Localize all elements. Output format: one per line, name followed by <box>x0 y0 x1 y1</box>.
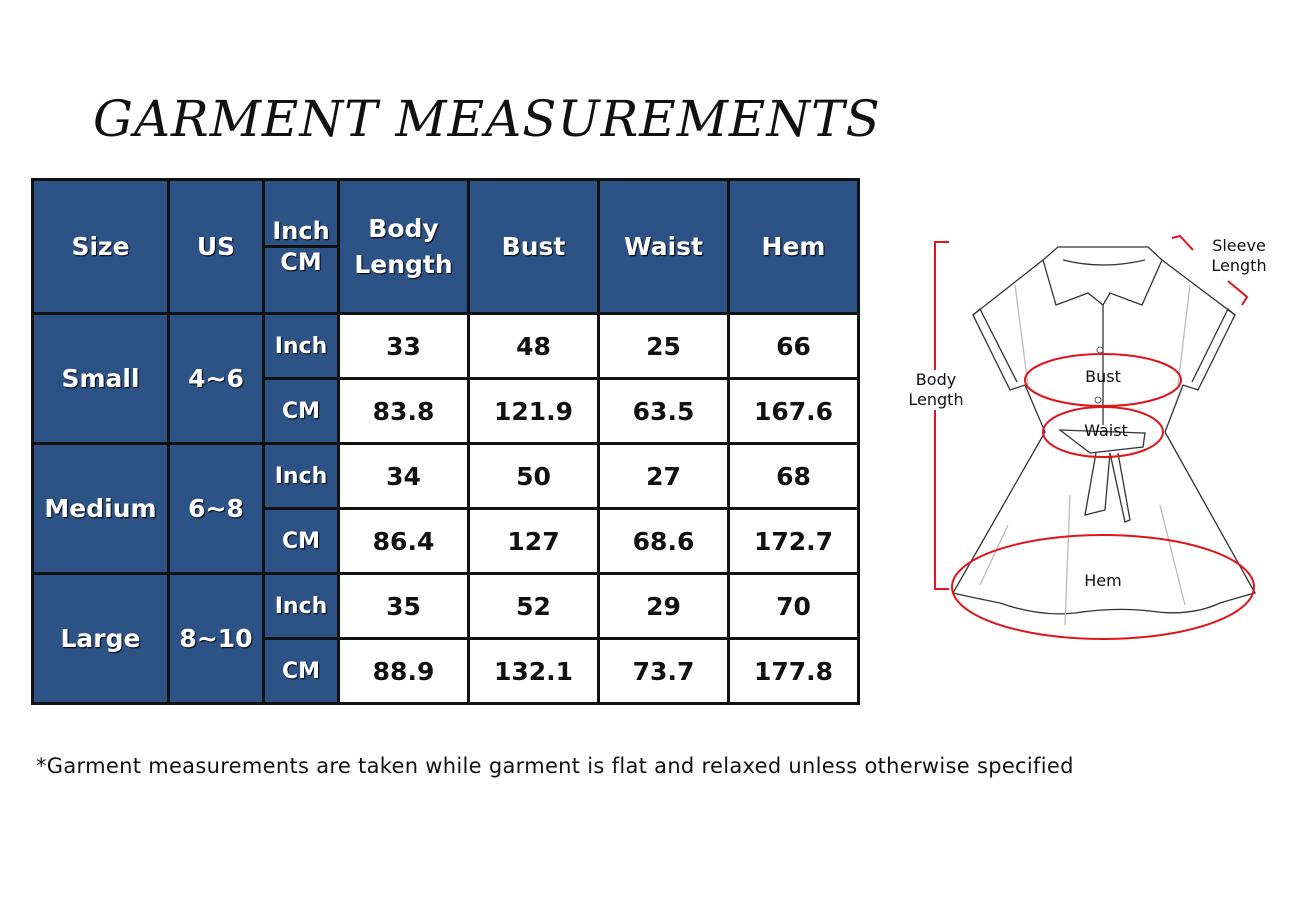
sleeve-bracket-top <box>1171 234 1194 251</box>
header-unit-inch: Inch <box>265 181 337 248</box>
header-hem: Hem <box>727 178 860 315</box>
sleeve-length-label: Sleeve Length <box>1211 236 1267 275</box>
waist-ellipse <box>1042 406 1164 458</box>
body-length-cell: 34 <box>337 442 470 510</box>
bust-cell: 48 <box>467 312 600 380</box>
unit-cell: Inch <box>262 312 340 380</box>
body-length-cell: 83.8 <box>337 377 470 445</box>
size-cell: Large <box>31 572 170 705</box>
us-cell: 4~6 <box>167 312 265 445</box>
unit-cell: CM <box>262 377 340 445</box>
waist-cell: 63.5 <box>597 377 730 445</box>
bust-cell: 127 <box>467 507 600 575</box>
unit-cell: CM <box>262 637 340 705</box>
waist-cell: 29 <box>597 572 730 640</box>
size-table: Size US Inch CM Body Length Bust Waist He… <box>31 178 860 705</box>
hem-ellipse <box>951 534 1255 640</box>
body-length-cell: 86.4 <box>337 507 470 575</box>
bust-cell: 121.9 <box>467 377 600 445</box>
table-row: CM 83.8 121.9 63.5 167.6 <box>33 377 860 445</box>
header-bust: Bust <box>467 178 600 315</box>
hem-cell: 70 <box>727 572 860 640</box>
us-cell: 6~8 <box>167 442 265 575</box>
us-cell: 8~10 <box>167 572 265 705</box>
table-row: Small 4~6 Inch 33 48 25 66 <box>31 312 860 445</box>
bust-cell: 50 <box>467 442 600 510</box>
unit-cell: Inch <box>262 442 340 510</box>
button-icon <box>1094 396 1102 404</box>
bust-label: Bust <box>1085 367 1121 386</box>
hem-label: Hem <box>1084 571 1122 590</box>
table-row: CM 86.4 127 68.6 172.7 <box>33 507 860 575</box>
header-waist: Waist <box>597 178 730 315</box>
unit-cell: Inch <box>262 572 340 640</box>
table-row: Medium 6~8 Inch 34 50 27 68 <box>31 442 860 575</box>
dress-diagram: Sleeve Length Body Length Bust Waist Hem <box>900 225 1280 655</box>
header-us: US <box>167 178 265 315</box>
header-size: Size <box>31 178 170 315</box>
body-length-label: Body Length <box>902 370 970 410</box>
sleeve-bracket-bottom <box>1227 280 1249 306</box>
body-length-cell: 88.9 <box>337 637 470 705</box>
hem-cell: 177.8 <box>727 637 860 705</box>
hem-cell: 172.7 <box>727 507 860 575</box>
button-icon <box>1096 346 1104 354</box>
body-length-cell: 35 <box>337 572 470 640</box>
waist-cell: 68.6 <box>597 507 730 575</box>
header-row: Size US Inch CM Body Length Bust Waist He… <box>31 178 860 315</box>
bust-cell: 52 <box>467 572 600 640</box>
body-length-bracket <box>934 241 949 590</box>
waist-cell: 25 <box>597 312 730 380</box>
waist-cell: 27 <box>597 442 730 510</box>
header-unit-cm: CM <box>280 248 322 276</box>
unit-cell: CM <box>262 507 340 575</box>
size-cell: Medium <box>31 442 170 575</box>
hem-cell: 66 <box>727 312 860 380</box>
hem-cell: 68 <box>727 442 860 510</box>
page-title: GARMENT MEASUREMENTS <box>93 90 881 148</box>
body-length-cell: 33 <box>337 312 470 380</box>
size-cell: Small <box>31 312 170 445</box>
dress-illustration <box>934 234 1256 640</box>
measurement-note: *Garment measurements are taken while ga… <box>36 754 1074 778</box>
hem-cell: 167.6 <box>727 377 860 445</box>
waist-label: Waist <box>1084 421 1128 440</box>
waist-cell: 73.7 <box>597 637 730 705</box>
header-body-length: Body Length <box>337 178 470 315</box>
table-row: Large 8~10 Inch 35 52 29 70 <box>31 572 860 705</box>
header-unit: Inch CM <box>262 178 340 315</box>
table-row: CM 88.9 132.1 73.7 177.8 <box>33 637 860 705</box>
bust-cell: 132.1 <box>467 637 600 705</box>
